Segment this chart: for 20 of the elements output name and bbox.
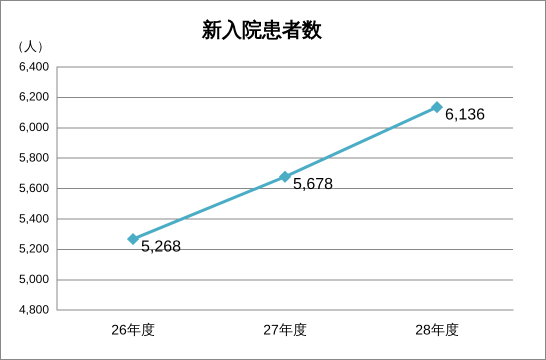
data-label: 6,136 <box>445 106 486 124</box>
x-tick-label: 27年度 <box>263 321 307 338</box>
x-tick-label: 28年度 <box>415 321 459 338</box>
y-axis-title: （人） <box>11 38 50 54</box>
y-tick-label: 6,200 <box>19 90 50 104</box>
point <box>280 171 291 182</box>
chart-title: 新入院患者数 <box>201 18 323 42</box>
data-label: 5,268 <box>141 238 182 256</box>
y-tick-label: 5,800 <box>19 150 50 165</box>
x-tick-label: 26年度 <box>111 321 155 338</box>
y-tick-label: 5,600 <box>19 180 50 195</box>
y-tick-label: 5,200 <box>19 242 50 256</box>
data-label: 5,678 <box>293 176 334 194</box>
y-tick-label: 5,400 <box>19 211 50 226</box>
point <box>432 102 443 113</box>
y-tick-label: 5,000 <box>19 272 50 286</box>
y-tick-label: 4,800 <box>19 302 50 317</box>
y-tick-label: 6,400 <box>19 59 50 74</box>
point <box>128 234 139 245</box>
y-tick-label: 6,000 <box>19 120 50 134</box>
